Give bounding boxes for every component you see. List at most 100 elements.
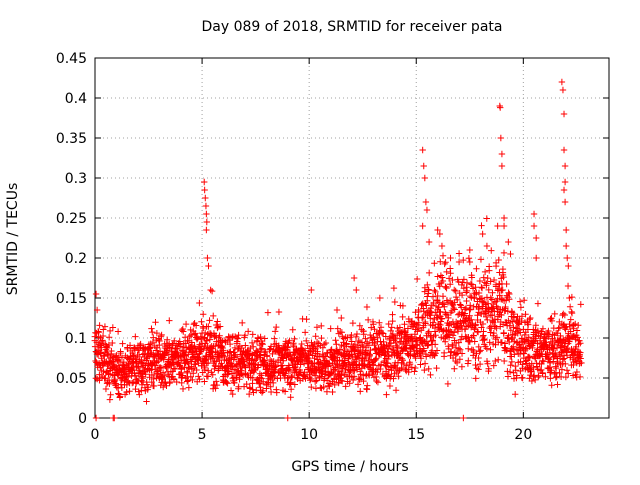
data-point	[410, 351, 418, 359]
data-point	[418, 301, 425, 308]
data-point	[208, 287, 216, 295]
data-point	[400, 360, 408, 368]
data-point	[237, 347, 244, 355]
data-point	[415, 306, 422, 314]
data-point	[466, 246, 473, 254]
data-point	[505, 238, 512, 246]
data-point	[438, 315, 445, 323]
data-point	[198, 318, 205, 326]
data-point	[487, 294, 494, 302]
data-point	[411, 368, 418, 375]
data-point	[539, 325, 547, 332]
data-point	[483, 280, 490, 287]
data-point	[244, 328, 252, 335]
data-point	[287, 386, 295, 393]
data-point	[213, 381, 221, 389]
data-point	[221, 353, 229, 360]
data-point	[256, 380, 263, 388]
data-point	[414, 328, 421, 335]
data-point	[249, 380, 256, 387]
data-point	[371, 326, 378, 333]
data-point	[108, 358, 116, 365]
data-point	[382, 333, 389, 340]
y-axis-label: SRMTID / TECUs	[5, 183, 21, 296]
data-point	[423, 206, 431, 214]
data-point	[311, 378, 319, 385]
data-point	[249, 331, 256, 338]
data-point	[474, 328, 482, 336]
data-point	[250, 343, 257, 350]
axes: 0 0.05 0.1 0.15 0.2 0.25 0.3 0.35 0.4 0.45 0 5 10 15 2…	[56, 51, 610, 443]
data-point	[360, 328, 367, 335]
data-point	[233, 353, 241, 360]
data-point	[534, 300, 542, 307]
data-point	[392, 339, 399, 347]
data-point	[185, 384, 193, 391]
data-point	[526, 316, 533, 323]
data-point	[117, 349, 124, 357]
data-point	[384, 348, 391, 355]
data-point	[330, 353, 337, 361]
data-point	[406, 360, 414, 368]
data-point	[201, 178, 208, 186]
data-point	[468, 316, 475, 323]
data-point	[525, 321, 532, 328]
data-point	[245, 390, 253, 398]
data-point	[438, 242, 446, 250]
data-point	[570, 361, 577, 369]
data-point	[458, 304, 465, 311]
data-point	[444, 380, 452, 388]
data-points	[91, 78, 585, 422]
data-point	[390, 336, 398, 344]
data-point	[395, 373, 402, 380]
data-point	[259, 387, 267, 395]
data-point	[284, 344, 291, 351]
data-point	[418, 337, 425, 345]
data-point	[551, 310, 558, 318]
data-point	[415, 319, 423, 326]
data-point	[193, 366, 200, 374]
data-point	[92, 375, 100, 382]
data-point	[455, 258, 463, 266]
data-point	[502, 297, 510, 304]
data-point	[345, 355, 352, 362]
data-point	[490, 362, 497, 369]
data-point	[439, 328, 447, 335]
data-point	[195, 360, 202, 367]
data-point	[457, 336, 465, 343]
data-point	[192, 361, 199, 368]
data-point	[545, 355, 552, 362]
data-point	[258, 389, 266, 396]
data-point	[179, 385, 187, 393]
data-point	[257, 346, 264, 353]
data-point	[441, 303, 448, 310]
data-point	[335, 330, 342, 337]
data-point	[565, 370, 572, 377]
data-point	[149, 328, 156, 336]
data-point	[202, 194, 209, 202]
data-point	[313, 338, 321, 346]
data-point	[279, 362, 286, 369]
data-point	[318, 334, 325, 342]
data-point	[338, 314, 345, 322]
data-point	[542, 373, 549, 380]
data-point	[166, 317, 173, 324]
data-point	[126, 388, 133, 395]
data-point	[463, 279, 471, 287]
data-point	[216, 323, 224, 330]
data-point	[535, 372, 542, 379]
data-point	[180, 328, 187, 335]
data-point	[233, 338, 241, 345]
data-point	[154, 370, 161, 377]
data-point	[192, 330, 199, 337]
data-point	[196, 376, 203, 383]
data-point	[434, 314, 441, 321]
data-point	[147, 344, 154, 351]
data-point	[425, 290, 432, 297]
data-point	[143, 398, 150, 405]
data-point	[257, 352, 264, 359]
data-point	[475, 289, 483, 297]
data-point	[421, 360, 429, 367]
data-point	[258, 372, 265, 379]
